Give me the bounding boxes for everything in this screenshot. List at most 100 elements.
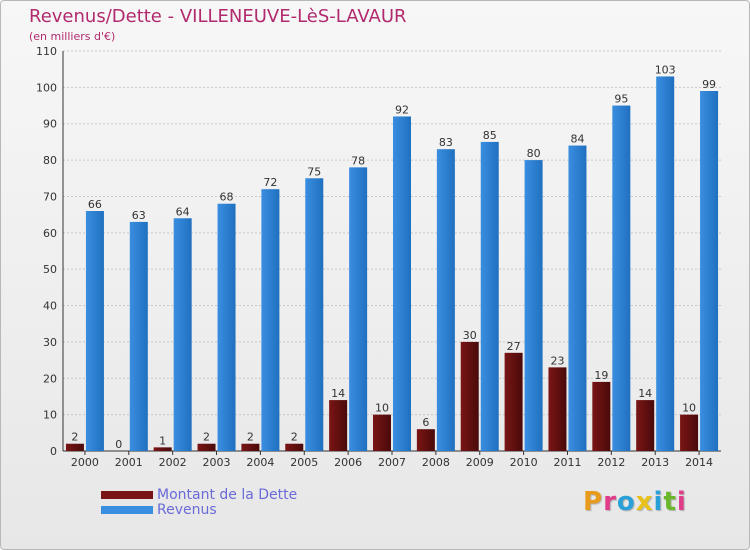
data-label-revenus: 78 (351, 154, 365, 167)
bar-revenus (305, 178, 324, 452)
logo-letter: i (676, 487, 687, 517)
x-tick-label: 2011 (553, 456, 581, 469)
legend-swatch-dette (101, 490, 153, 499)
bar-dette (504, 352, 523, 451)
y-tick-label: 70 (43, 190, 57, 203)
data-label-revenus: 80 (527, 147, 541, 160)
legend-item-revenus: Revenus (101, 501, 297, 518)
y-tick-label: 40 (43, 300, 57, 313)
bar-revenus (217, 203, 236, 451)
data-label-dette: 2 (203, 431, 210, 444)
logo-letter: x (635, 487, 654, 517)
data-label-revenus: 64 (176, 205, 190, 218)
data-label-revenus: 84 (570, 133, 584, 146)
legend-label-dette: Montant de la Dette (157, 486, 298, 503)
logo-letter: o (616, 487, 636, 517)
bar-revenus (568, 145, 587, 451)
bar-dette (285, 443, 304, 451)
y-tick-label: 10 (43, 409, 57, 422)
bar-dette (373, 414, 391, 451)
y-tick-label: 60 (43, 227, 57, 240)
data-label-dette: 14 (331, 387, 345, 400)
logo-letter: t (663, 487, 677, 517)
y-tick-label: 20 (43, 372, 57, 385)
data-label-dette: 2 (247, 431, 254, 444)
data-label-dette: 19 (594, 369, 608, 382)
data-label-revenus: 63 (132, 209, 146, 222)
y-tick-label: 50 (43, 263, 57, 276)
data-label-dette: 1 (159, 434, 166, 447)
y-tick-label: 0 (50, 445, 57, 458)
data-label-revenus: 103 (655, 63, 676, 76)
grid-lines (63, 50, 721, 452)
bar-revenus (393, 116, 411, 452)
data-label-dette: 0 (115, 438, 122, 451)
data-label-dette: 2 (71, 431, 78, 444)
y-tick-label: 30 (43, 336, 57, 349)
x-tick-label: 2006 (334, 456, 362, 469)
data-label-revenus: 66 (88, 198, 102, 211)
x-tick-label: 2008 (422, 456, 450, 469)
data-label-revenus: 92 (395, 103, 409, 116)
bar-dette (592, 381, 611, 451)
x-tick-label: 2001 (115, 456, 143, 469)
bar-dette (636, 400, 655, 451)
bar-dette (460, 341, 479, 451)
bar-revenus (436, 149, 455, 451)
data-label-revenus: 83 (439, 136, 453, 149)
bar-revenus (656, 76, 675, 452)
y-tick-label: 80 (43, 154, 57, 167)
bar-dette (548, 367, 567, 451)
bars (65, 76, 719, 452)
y-tick-label: 100 (36, 81, 57, 94)
data-label-dette: 14 (638, 387, 652, 400)
chart-title: Revenus/Dette - VILLENEUVE-LèS-LAVAUR (29, 6, 407, 27)
legend: Montant de la Dette Revenus (101, 486, 298, 518)
data-label-dette: 2 (291, 431, 298, 444)
bar-revenus (700, 91, 719, 451)
data-label-revenus: 72 (263, 176, 277, 189)
y-tick-label: 90 (43, 118, 57, 131)
data-label-dette: 10 (375, 402, 389, 415)
logo-letter: r (603, 487, 617, 517)
x-tick-label: 2014 (685, 456, 713, 469)
bar-revenus (173, 218, 192, 451)
bar-revenus (349, 167, 368, 451)
chart-subtitle: (en milliers d'€) (29, 30, 116, 43)
x-tick-label: 2005 (290, 456, 318, 469)
x-tick-label: 2003 (203, 456, 231, 469)
bar-dette (329, 400, 348, 451)
data-label-revenus: 68 (220, 191, 234, 204)
bar-dette (65, 443, 84, 451)
data-label-dette: 23 (550, 354, 564, 367)
x-tick-label: 2002 (159, 456, 187, 469)
data-label-revenus: 85 (483, 129, 497, 142)
legend-swatch-revenus (101, 505, 153, 514)
x-tick-label: 2013 (641, 456, 669, 469)
data-label-revenus: 99 (702, 78, 716, 91)
bar-revenus (524, 160, 543, 451)
logo-letter: i (653, 487, 664, 517)
x-tick-label: 2004 (246, 456, 274, 469)
bar-dette (680, 414, 699, 451)
data-label-dette: 10 (682, 402, 696, 415)
y-tick-label: 110 (36, 45, 57, 58)
x-tick-label: 2007 (378, 456, 406, 469)
bar-revenus (480, 141, 499, 451)
bar-dette (241, 443, 260, 451)
proxiti-logo: Proxiti (583, 487, 687, 517)
bar-revenus (85, 211, 104, 451)
data-label-revenus: 75 (307, 165, 321, 178)
x-tick-label: 2010 (510, 456, 538, 469)
legend-label-revenus: Revenus (157, 501, 217, 518)
data-labels: 2 66 0 63 1 64 2 68 2 72 2 75 14 78 10 92 6 83 30 85 27 80 23 8… (71, 63, 716, 451)
logo-letter: P (583, 487, 604, 517)
bar-revenus (612, 105, 631, 451)
data-label-dette: 27 (507, 340, 521, 353)
legend-item-dette: Montant de la Dette (101, 486, 298, 503)
x-tick-label: 2012 (597, 456, 625, 469)
data-label-dette: 6 (422, 416, 429, 429)
